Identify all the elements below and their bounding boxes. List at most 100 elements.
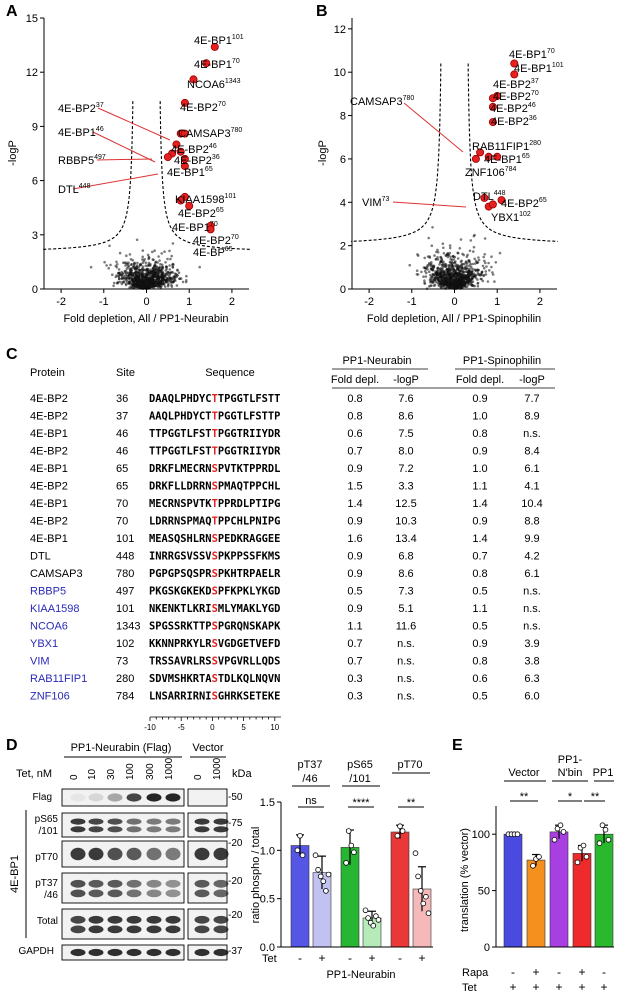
- background-point: [153, 274, 156, 278]
- background-point: [472, 274, 475, 278]
- blot-band: [88, 847, 104, 861]
- cell-n-logp: 7.3: [398, 586, 413, 598]
- cell-s-fold: 1.4: [472, 498, 487, 510]
- x-tick-label: -2: [364, 296, 374, 308]
- background-point: [433, 276, 437, 280]
- cell-n-fold: 0.7: [347, 656, 362, 668]
- cell-protein: 4E-BP2: [30, 516, 68, 528]
- blot-band: [126, 948, 142, 957]
- background-point: [441, 242, 445, 245]
- panel-d-letter: D: [6, 737, 18, 754]
- background-point: [151, 266, 155, 270]
- background-point: [109, 263, 112, 267]
- cell-protein: 4E-BP1: [30, 533, 68, 545]
- cell-n-fold: 1.5: [347, 481, 362, 493]
- cell-n-fold: 1.6: [347, 533, 362, 545]
- background-point: [458, 269, 462, 273]
- cell-n-fold: 0.5: [347, 586, 362, 598]
- background-point: [181, 280, 185, 284]
- cell-sequence: AAQLPHDYCTTPGGTLFSTTP: [149, 411, 280, 423]
- background-point: [454, 269, 458, 273]
- x-tick-label: -1: [99, 296, 109, 308]
- highlighted-point: [480, 193, 489, 202]
- blot-band: [146, 847, 162, 861]
- x-tick-label: 0: [451, 296, 457, 308]
- background-point: [468, 278, 471, 281]
- replicate-point: [320, 878, 327, 885]
- y-tick-label: 9: [32, 121, 38, 133]
- y-tick-label: 4: [340, 197, 346, 209]
- blot-band: [70, 847, 86, 861]
- background-point: [449, 276, 453, 280]
- y-tick-label: 100: [472, 829, 490, 841]
- cell-s-logp: 3.9: [524, 638, 539, 650]
- cell-n-fold: 0.7: [347, 638, 362, 650]
- x-tick-label: 2: [229, 296, 235, 308]
- header-protein: Protein: [30, 367, 65, 379]
- background-point: [408, 263, 412, 267]
- cell-sequence: INRRGSVSSVSPKPPSSFKMS: [149, 551, 280, 563]
- y-tick-label: 2: [340, 241, 346, 253]
- background-point: [184, 280, 188, 284]
- background-point: [469, 265, 473, 269]
- background-point: [456, 251, 460, 255]
- highlighted-point: [488, 118, 497, 127]
- background-point: [448, 246, 452, 250]
- blot-band: [146, 915, 162, 924]
- cell-s-logp: n.s.: [523, 603, 541, 615]
- replicate-point: [583, 853, 590, 860]
- highlighted-point: [180, 129, 189, 138]
- background-point: [115, 281, 119, 285]
- background-point: [125, 261, 128, 265]
- background-point: [449, 278, 453, 282]
- blot-band: [194, 879, 210, 888]
- cell-s-fold: 0.6: [472, 673, 487, 685]
- tet-sign: -: [398, 951, 402, 965]
- cell-n-fold: 0.3: [347, 673, 362, 685]
- background-point: [198, 265, 201, 269]
- blot-band: [88, 818, 104, 825]
- background-point: [449, 267, 453, 271]
- cell-s-logp: 3.8: [524, 656, 539, 668]
- blot-band: [70, 925, 86, 934]
- background-point: [141, 265, 145, 269]
- panel-b-label: 4E-BP246: [490, 102, 536, 115]
- background-point: [448, 244, 452, 247]
- cell-s-fold: 1.0: [472, 463, 487, 475]
- blot-band: [126, 793, 142, 802]
- axis-tick-label: 10: [270, 723, 279, 732]
- blot-band: [194, 948, 210, 957]
- bar: [290, 845, 310, 948]
- cell-s-logp: 8.4: [524, 446, 539, 458]
- background-point: [481, 264, 485, 268]
- blot-lane-labels: 0 10 30 100 300 1000 0 1000: [69, 757, 223, 780]
- e-group-title: PP1: [593, 767, 614, 779]
- background-point: [118, 251, 122, 255]
- background-point: [450, 285, 453, 289]
- panel-e-letter: E: [452, 737, 463, 754]
- cell-n-fold: 0.3: [347, 691, 362, 703]
- replicate-point: [323, 888, 329, 894]
- rapa-sign: -: [557, 965, 561, 979]
- highlighted-point: [172, 140, 181, 149]
- cell-s-logp: n.s.: [523, 621, 541, 633]
- blot-band: [70, 818, 86, 825]
- blot-box: [61, 908, 185, 940]
- background-point: [130, 279, 134, 283]
- header-fold-s: Fold depl.: [456, 374, 504, 386]
- tet-sign: +: [418, 951, 425, 965]
- background-point: [151, 250, 154, 254]
- background-point: [130, 274, 133, 277]
- cell-n-fold: 0.9: [347, 603, 362, 615]
- header-group-neurabin: PP1-Neurabin: [342, 355, 411, 367]
- blot-band: [126, 826, 142, 833]
- tet-sign: +: [318, 951, 325, 965]
- replicate-point: [599, 822, 606, 828]
- background-point: [452, 255, 455, 258]
- bar: [390, 831, 410, 948]
- bar-tet-label: Tet: [262, 953, 277, 965]
- background-point: [133, 276, 137, 280]
- background-point: [160, 263, 164, 267]
- panel-a-highlights: [163, 42, 219, 234]
- blot-row-label-total: Total: [37, 916, 58, 927]
